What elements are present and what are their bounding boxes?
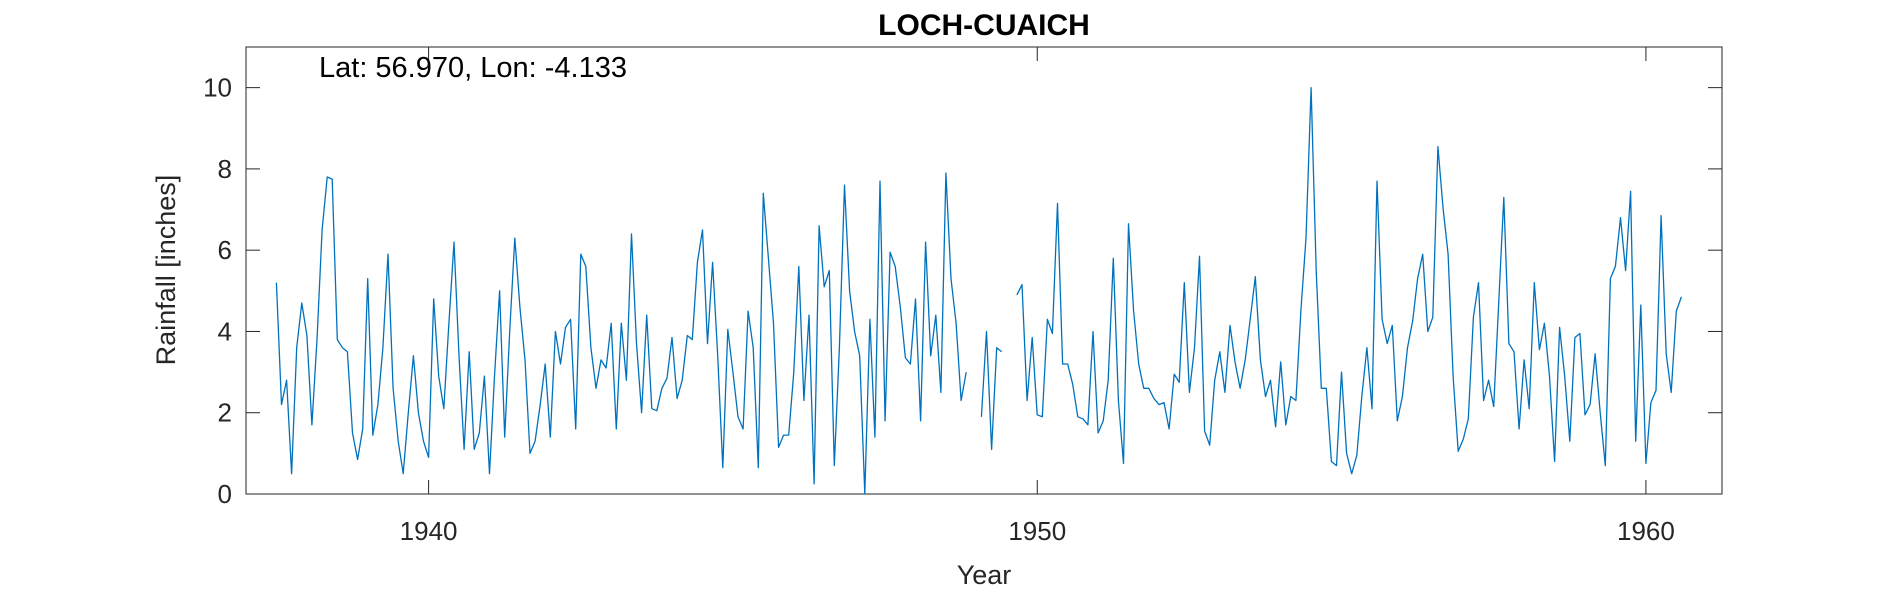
- x-tick-label: 1960: [1617, 516, 1675, 546]
- chart-title: LOCH-CUAICH: [878, 9, 1090, 42]
- y-tick-label: 6: [218, 235, 232, 265]
- y-axis-label: Rainfall [inches]: [151, 175, 181, 366]
- y-tick-label: 0: [218, 479, 232, 509]
- y-tick-label: 8: [218, 154, 232, 184]
- x-tick-label: 1940: [400, 516, 458, 546]
- x-tick-label: 1950: [1008, 516, 1066, 546]
- axis-ticks: 0 2 4 6 8 10 1940 1950 1960: [203, 47, 1722, 546]
- y-tick-label: 2: [218, 398, 232, 428]
- location-annotation: Lat: 56.970, Lon: -4.133: [319, 52, 627, 84]
- plot-area-box: [245, 46, 1723, 495]
- y-tick-label: 10: [203, 73, 232, 103]
- y-tick-label: 4: [218, 316, 232, 346]
- rainfall-series-line: [275, 86, 1683, 495]
- x-axis-label: Year: [957, 560, 1012, 590]
